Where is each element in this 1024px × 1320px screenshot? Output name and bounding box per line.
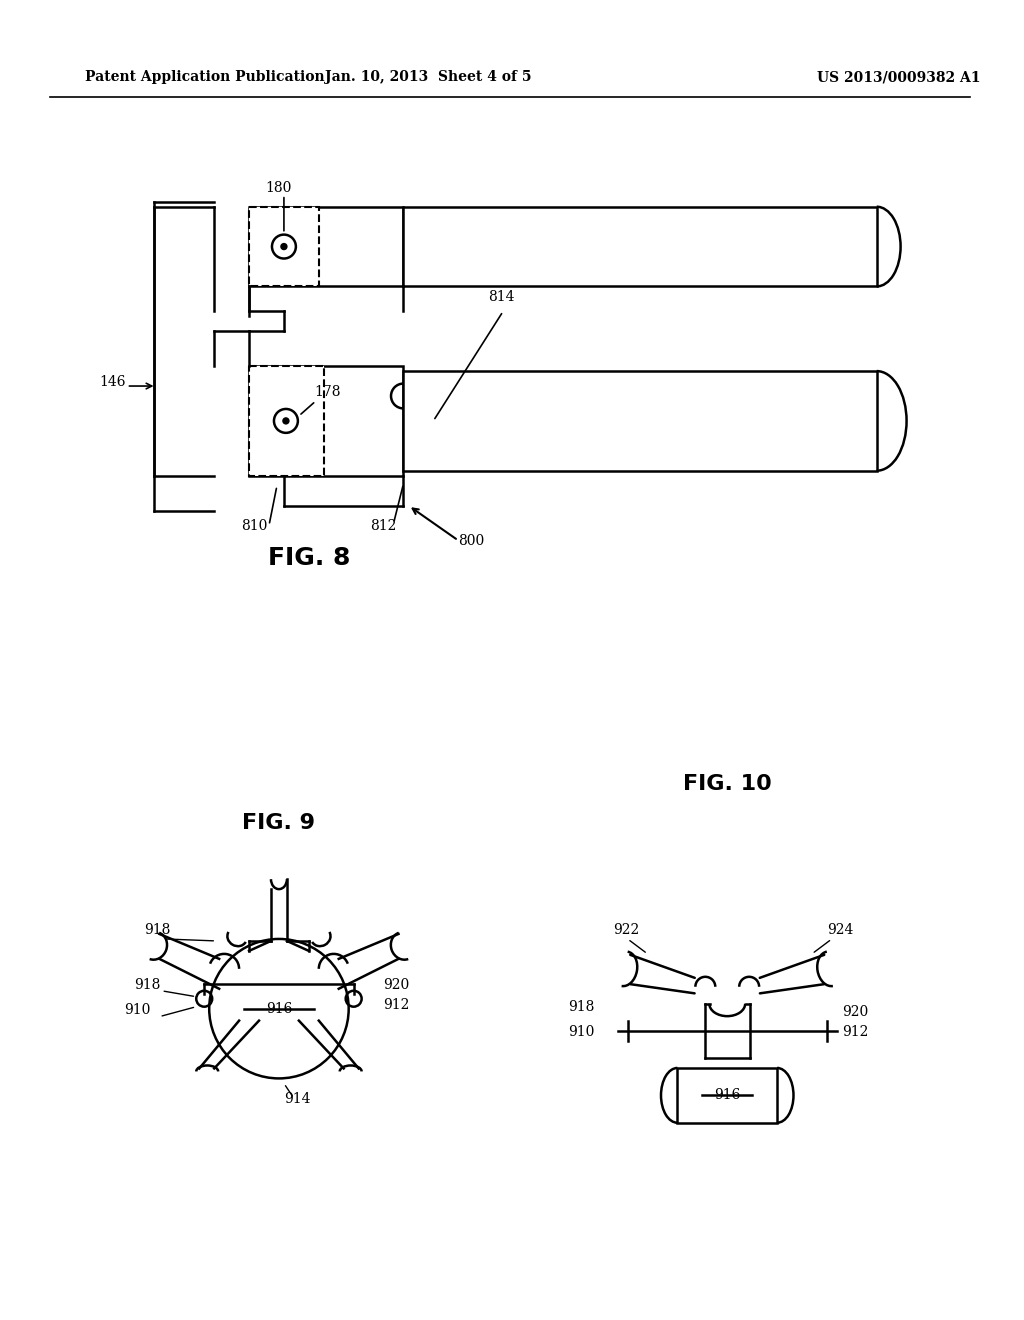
Text: 812: 812 — [371, 520, 396, 533]
Text: Patent Application Publication: Patent Application Publication — [85, 70, 325, 84]
Text: 914: 914 — [284, 1093, 310, 1106]
Text: 912: 912 — [842, 1024, 868, 1039]
Circle shape — [283, 418, 289, 424]
Text: 814: 814 — [488, 290, 515, 305]
Text: 920: 920 — [384, 978, 410, 991]
Text: Jan. 10, 2013  Sheet 4 of 5: Jan. 10, 2013 Sheet 4 of 5 — [326, 70, 531, 84]
Text: 910: 910 — [125, 1003, 151, 1016]
Text: 916: 916 — [266, 1002, 292, 1015]
Text: 918: 918 — [568, 999, 594, 1014]
Text: 180: 180 — [266, 181, 292, 195]
Text: 918: 918 — [144, 923, 171, 937]
Bar — [249, 366, 324, 475]
Text: 918: 918 — [134, 978, 161, 991]
Text: 800: 800 — [459, 535, 484, 548]
Text: 178: 178 — [313, 385, 340, 399]
Bar — [403, 371, 877, 471]
Text: 910: 910 — [568, 1024, 594, 1039]
Text: FIG. 9: FIG. 9 — [243, 813, 315, 833]
Text: 146: 146 — [99, 375, 126, 389]
Bar — [678, 1068, 777, 1123]
Text: FIG. 8: FIG. 8 — [267, 546, 350, 570]
Text: 920: 920 — [842, 1005, 868, 1019]
Bar — [249, 366, 403, 475]
Text: 912: 912 — [384, 998, 410, 1011]
Text: 922: 922 — [612, 923, 639, 937]
Text: 924: 924 — [826, 923, 853, 937]
Text: US 2013/0009382 A1: US 2013/0009382 A1 — [817, 70, 980, 84]
Circle shape — [281, 244, 287, 249]
Text: FIG. 10: FIG. 10 — [683, 774, 772, 793]
Bar — [249, 207, 318, 286]
Text: 810: 810 — [241, 520, 267, 533]
Bar — [249, 207, 403, 286]
Bar — [403, 207, 877, 286]
Text: 916: 916 — [714, 1089, 740, 1102]
